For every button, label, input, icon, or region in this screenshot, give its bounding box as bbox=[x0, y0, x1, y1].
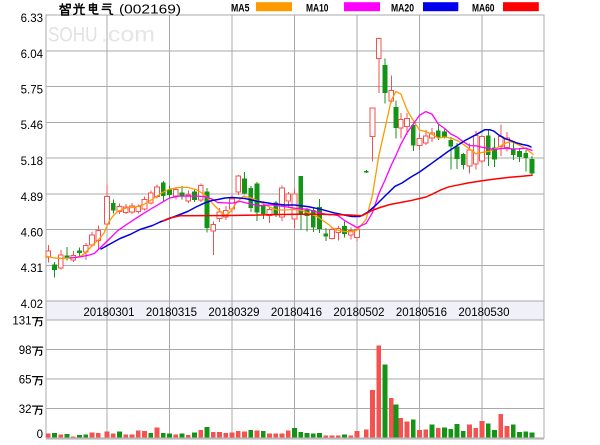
svg-text:MA10: MA10 bbox=[306, 3, 329, 15]
svg-text:5.46: 5.46 bbox=[21, 120, 43, 132]
svg-text:(002169): (002169) bbox=[119, 2, 181, 17]
svg-text:.com: .com bbox=[101, 24, 155, 47]
svg-text:32: 32 bbox=[19, 404, 32, 416]
svg-text:SOHU: SOHU bbox=[48, 24, 98, 47]
svg-text:20180502: 20180502 bbox=[333, 307, 384, 319]
svg-text:4.60: 4.60 bbox=[21, 228, 43, 240]
svg-text:20180530: 20180530 bbox=[458, 307, 509, 319]
svg-text:20180329: 20180329 bbox=[208, 307, 259, 319]
svg-text:20180516: 20180516 bbox=[396, 307, 447, 319]
svg-text:5.75: 5.75 bbox=[21, 85, 43, 97]
svg-text:98: 98 bbox=[19, 345, 32, 357]
svg-text:0: 0 bbox=[37, 429, 43, 440]
svg-text:65: 65 bbox=[19, 375, 32, 387]
svg-text:20180416: 20180416 bbox=[271, 307, 322, 319]
svg-text:131: 131 bbox=[12, 316, 31, 328]
svg-text:4.02: 4.02 bbox=[21, 299, 43, 311]
svg-text:MA20: MA20 bbox=[391, 3, 414, 15]
svg-text:MA60: MA60 bbox=[472, 3, 495, 15]
svg-text:MA5: MA5 bbox=[231, 3, 250, 15]
svg-text:6.04: 6.04 bbox=[21, 49, 44, 61]
svg-text:4.31: 4.31 bbox=[21, 263, 43, 275]
svg-text:6.33: 6.33 bbox=[21, 13, 43, 25]
svg-text:4.89: 4.89 bbox=[21, 192, 43, 204]
svg-text:20180315: 20180315 bbox=[146, 307, 197, 319]
svg-text:20180301: 20180301 bbox=[83, 307, 134, 319]
svg-text:5.18: 5.18 bbox=[21, 156, 43, 168]
